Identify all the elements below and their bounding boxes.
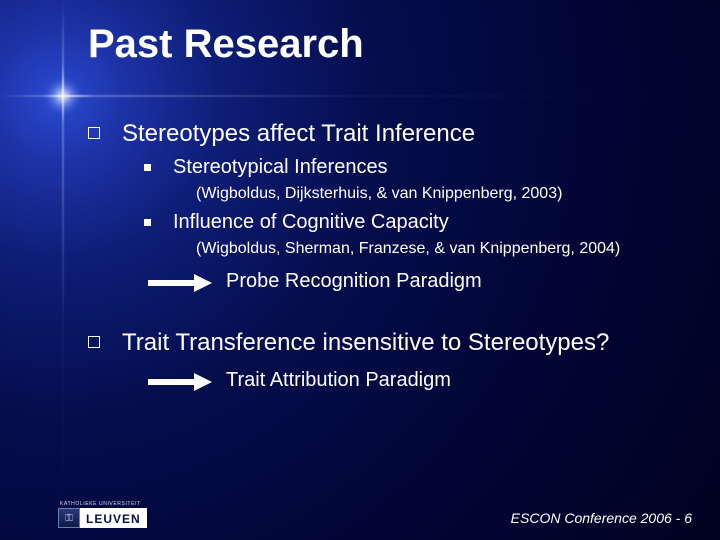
flare-horizontal [0, 95, 720, 97]
bullet-a-sub1-text: Stereotypical Inferences [173, 156, 388, 179]
university-logo: KATHOLIEKE UNIVERSITEIT ⚿ LEUVEN [58, 501, 147, 528]
slide: Past Research Stereotypes affect Trait I… [0, 0, 720, 540]
bullet-a-sub2-text: Influence of Cognitive Capacity [173, 211, 449, 234]
bullet-b-text: Trait Transference insensitive to Stereo… [122, 329, 609, 357]
flare-core [45, 78, 81, 114]
slide-content: Stereotypes affect Trait Inference Stere… [88, 120, 688, 392]
bullet-a-sub2-cite-row: (Wigboldus, Sherman, Franzese, & van Kni… [196, 240, 688, 258]
arrow-right-icon [148, 373, 212, 391]
logo-key-icon: ⚿ [58, 508, 80, 528]
filled-square-icon [144, 219, 151, 226]
logo-box: ⚿ LEUVEN [58, 508, 147, 528]
bullet-b: Trait Transference insensitive to Stereo… [88, 329, 688, 357]
bullet-a-sub1: Stereotypical Inferences [144, 156, 688, 179]
arrow-right-icon [148, 274, 212, 292]
bullet-b-arrow-text: Trait Attribution Paradigm [226, 369, 451, 392]
logo-subtitle: KATHOLIEKE UNIVERSITEIT [60, 501, 147, 507]
bullet-b-arrow: Trait Attribution Paradigm [148, 369, 688, 392]
bullet-a-arrow-text: Probe Recognition Paradigm [226, 270, 482, 293]
bullet-a-text: Stereotypes affect Trait Inference [122, 120, 475, 148]
bullet-a-arrow: Probe Recognition Paradigm [148, 270, 688, 293]
bullet-a-sub2: Influence of Cognitive Capacity [144, 211, 688, 234]
bullet-a-sub2-cite: (Wigboldus, Sherman, Franzese, & van Kni… [196, 240, 620, 258]
slide-title: Past Research [88, 22, 364, 67]
hollow-square-icon [88, 127, 100, 139]
bullet-a: Stereotypes affect Trait Inference [88, 120, 688, 148]
bullet-a-sub1-cite-row: (Wigboldus, Dijksterhuis, & van Knippenb… [196, 185, 688, 203]
hollow-square-icon [88, 336, 100, 348]
filled-square-icon [144, 164, 151, 171]
logo-word: LEUVEN [80, 508, 147, 528]
bullet-a-sub1-cite: (Wigboldus, Dijksterhuis, & van Knippenb… [196, 185, 562, 203]
slide-footer: ESCON Conference 2006 - 6 [511, 510, 692, 526]
